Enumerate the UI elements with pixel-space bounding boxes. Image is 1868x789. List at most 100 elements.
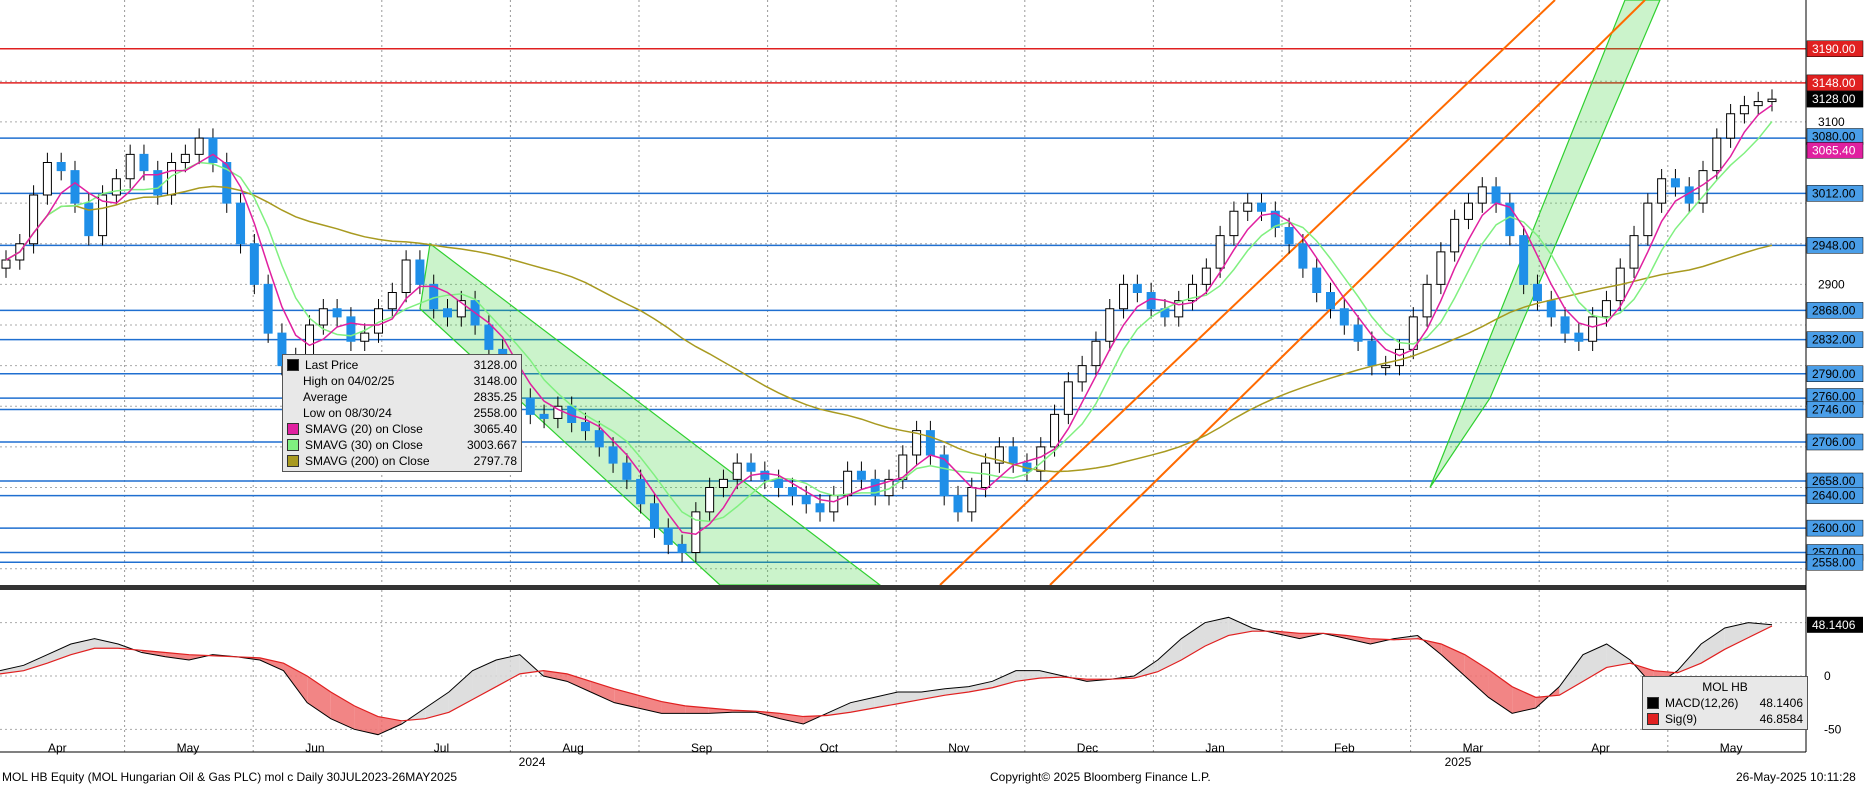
candle xyxy=(1091,340,1101,367)
candle xyxy=(1422,283,1432,318)
sma200-line xyxy=(5,185,1773,473)
axis-tag-label: 3012.00 xyxy=(1812,186,1856,200)
candle xyxy=(1712,137,1722,172)
candle xyxy=(1353,324,1363,342)
candle xyxy=(677,543,687,553)
x-tick-label: Sep xyxy=(691,741,713,755)
candle xyxy=(1519,235,1529,285)
candle xyxy=(1326,292,1335,310)
macd-fill xyxy=(614,688,638,708)
macd-fill xyxy=(1464,654,1489,698)
candle xyxy=(1339,308,1349,326)
macd-tick-label: 0 xyxy=(1824,669,1831,683)
axis-tag xyxy=(1806,519,1864,537)
macd-fill xyxy=(1512,686,1536,714)
candle xyxy=(1132,283,1142,293)
candle xyxy=(1298,243,1308,269)
macd-fill xyxy=(354,705,379,735)
legend-label: Low on 08/30/24 xyxy=(303,406,392,420)
x-tick-label: Apr xyxy=(1591,741,1610,755)
candle xyxy=(1381,365,1391,369)
signal-line xyxy=(0,625,1773,722)
macd-fill xyxy=(1488,669,1513,714)
legend-item: High on 04/02/25 3148.00 xyxy=(287,373,517,389)
legend-label: Last Price xyxy=(305,358,359,372)
candle xyxy=(870,478,880,497)
axis-tag-label: 2658.00 xyxy=(1812,474,1856,488)
trendline-orange xyxy=(939,0,1556,586)
candle xyxy=(525,397,535,415)
axis-tag xyxy=(1806,401,1864,418)
candle xyxy=(649,503,659,529)
candle xyxy=(443,308,452,318)
candle xyxy=(1257,202,1267,212)
candle xyxy=(1119,283,1129,310)
axis-tag-label: 2746.00 xyxy=(1812,403,1856,417)
macd-fill xyxy=(1724,622,1749,650)
macd-fill xyxy=(378,716,402,735)
candle xyxy=(636,478,646,505)
legend-label: SMAVG (200) on Close xyxy=(305,454,430,468)
legend-swatch xyxy=(287,455,299,467)
x-tick-label: May xyxy=(1720,741,1743,755)
macd-fill xyxy=(567,673,591,692)
macd-fill xyxy=(661,701,686,714)
candle xyxy=(387,292,397,310)
year-label: 2025 xyxy=(1445,755,1472,769)
axis-tag-label: 3190.00 xyxy=(1812,42,1856,56)
candle xyxy=(1077,365,1087,383)
candle xyxy=(884,478,894,497)
candle xyxy=(277,332,287,367)
candle xyxy=(691,511,701,553)
candle xyxy=(1532,283,1542,302)
legend-value: 3003.667 xyxy=(466,438,517,452)
axis-tag-label: 2640.00 xyxy=(1812,489,1856,503)
candle xyxy=(580,422,590,432)
macd-fill xyxy=(330,692,355,730)
macd-fill xyxy=(141,650,166,657)
candle xyxy=(774,478,784,488)
price-legend: Last Price 3128.00 High on 04/02/25 3148.00… xyxy=(282,354,522,472)
candle xyxy=(1050,413,1060,448)
candle xyxy=(1560,316,1570,334)
x-tick-label: Aug xyxy=(562,741,583,755)
candle xyxy=(1643,202,1653,237)
candle xyxy=(1670,178,1680,188)
axis-tag-label: 3148.00 xyxy=(1812,76,1856,90)
candle xyxy=(939,454,949,497)
legend-swatch xyxy=(1647,697,1659,709)
macd-fill xyxy=(897,692,922,704)
axis-tag-label: 3065.40 xyxy=(1812,143,1856,157)
legend-label: SMAVG (30) on Close xyxy=(305,438,423,452)
axis-tag-label: 3080.00 xyxy=(1812,130,1856,144)
candle xyxy=(705,487,715,513)
candle xyxy=(1201,267,1211,285)
macd-fill xyxy=(1748,622,1772,638)
candle xyxy=(1270,210,1280,228)
legend-swatch xyxy=(287,392,297,402)
macd-tag xyxy=(1807,616,1863,633)
candle xyxy=(1753,101,1763,107)
macd-fill xyxy=(496,654,520,687)
macd-fill xyxy=(992,670,1016,688)
candle xyxy=(222,162,232,204)
x-tick-label: Dec xyxy=(1077,741,1098,755)
legend-label: MACD(12,26) xyxy=(1665,696,1739,710)
x-tick-label: Jul xyxy=(434,741,449,755)
axis-tag-label: 2868.00 xyxy=(1812,303,1856,317)
axis-tag xyxy=(1806,331,1864,348)
axis-tag xyxy=(1806,487,1864,504)
candle xyxy=(829,495,839,513)
candle xyxy=(29,194,39,245)
macd-fill xyxy=(1559,654,1583,696)
candle xyxy=(1,259,11,269)
legend-value: 2797.78 xyxy=(473,454,517,468)
candle xyxy=(263,283,273,334)
candle xyxy=(346,316,356,342)
candle xyxy=(1477,186,1487,204)
macd-fill xyxy=(23,654,48,671)
macd-fill xyxy=(1181,622,1205,660)
legend-item: SMAVG (30) on Close 3003.667 xyxy=(287,437,517,453)
candle xyxy=(305,324,315,358)
macd-fill xyxy=(968,681,993,692)
